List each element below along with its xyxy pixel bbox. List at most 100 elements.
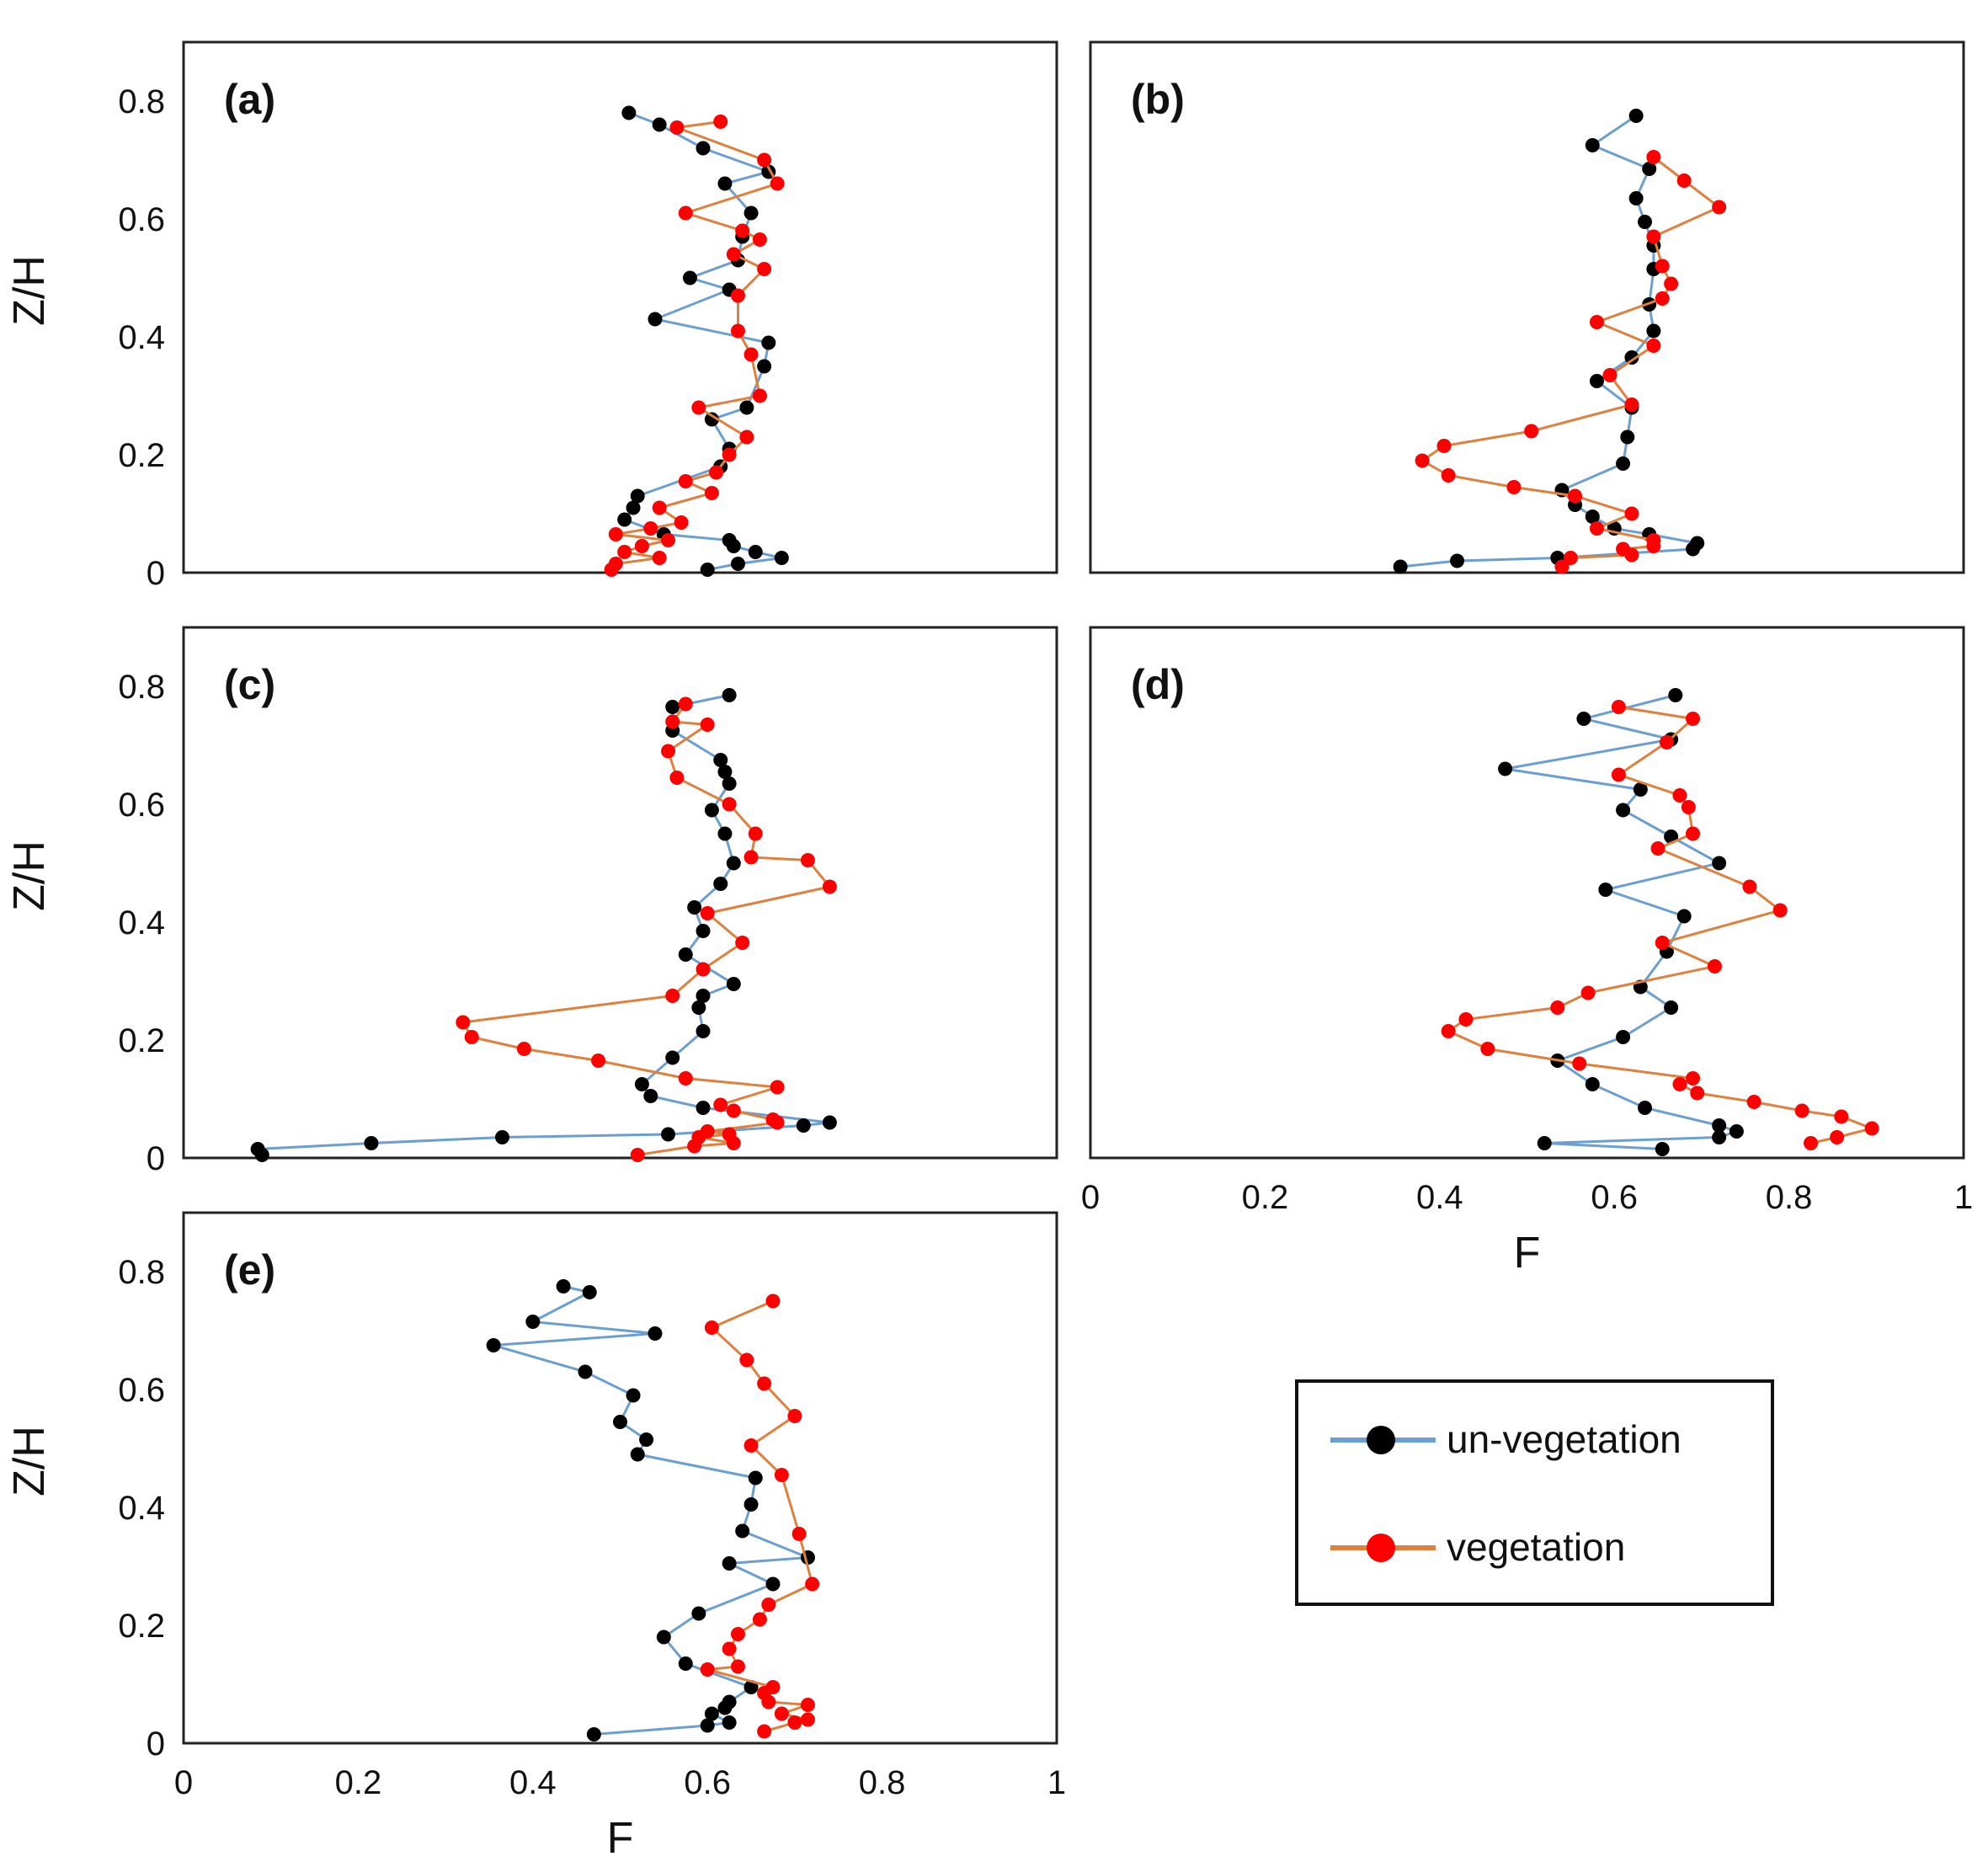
panel-c-veg-point-13: [665, 989, 680, 1003]
panel-a-unveg-point-18: [626, 500, 641, 515]
panel-c-unveg-point-23: [661, 1127, 676, 1142]
panel-d-veg-point-12: [1580, 985, 1596, 1000]
panel-a-unveg-point-17: [630, 488, 645, 504]
panel-a-veg-point-11: [744, 347, 759, 362]
panel-c-veg-point-2: [700, 717, 715, 732]
panel-c-veg-point-21: [726, 1103, 741, 1118]
panel-e-ytick-3: 0.6: [118, 1372, 165, 1409]
panel-b-veg-point-4: [1655, 259, 1670, 274]
panel-b-veg-point-11: [1524, 424, 1539, 439]
panels: (a) 0 0.2 0.4 0.6 0.8 Z/H (b) (c) 0 0.2 0.4 0.6 0.8 Z/…: [5, 40, 1973, 1863]
panel-c-unveg-point-14: [696, 989, 711, 1003]
panel-d-veg-point-15: [1441, 1024, 1456, 1038]
panel-d-unveg-point-4: [1633, 782, 1648, 797]
panel-c-veg-point-18: [678, 1071, 693, 1086]
panel-b-unveg-point-2: [1642, 162, 1657, 176]
panel-c-veg-point-20: [713, 1097, 728, 1112]
panel-c-ylabel: Z/H: [5, 840, 54, 911]
panel-e-label: (e): [224, 1246, 275, 1294]
panel-c-veg-point-10: [700, 906, 715, 920]
legend-veg-label: vegetation: [1447, 1525, 1625, 1569]
panel-e-ylabel: Z/H: [5, 1426, 54, 1496]
panel-a-veg-point-22: [608, 527, 623, 541]
panel-c-ytick-1: 0.2: [118, 1022, 165, 1059]
panel-e-unveg-point-8: [639, 1432, 654, 1447]
panel-e-ytick-1: 0.2: [118, 1608, 165, 1645]
panel-c-ytick-3: 0.6: [118, 787, 165, 824]
panel-e-veg-point-13: [730, 1659, 745, 1674]
panel-c-veg-point-16: [516, 1042, 531, 1056]
panel-a-veg-point-19: [652, 500, 667, 515]
panel-a-veg-point-2: [757, 152, 772, 168]
panel-c-unveg-point-10: [687, 900, 702, 915]
panel-b-veg-point-2: [1712, 200, 1727, 215]
panel-b-label: (b): [1131, 76, 1185, 123]
panel-d-unveg-point-19: [1712, 1130, 1727, 1144]
panel-e-veg-point-18: [800, 1698, 815, 1712]
panel-c-veg-point-27: [726, 1136, 741, 1150]
panel-b: (b): [1089, 40, 1965, 574]
panel-c-unveg-point-13: [726, 977, 741, 991]
panel-c-veg-point-3: [661, 744, 676, 759]
panel-b-unveg-point-1: [1585, 138, 1600, 152]
panel-d-unveg-point-15: [1585, 1077, 1600, 1091]
panel-c-unveg-point-16: [696, 1024, 711, 1038]
panel-b-veg-point-15: [1506, 480, 1522, 494]
panel-d-unveg-point-9: [1676, 909, 1692, 924]
panel-d-veg-point-9: [1772, 903, 1788, 918]
panel-d-xtick-2: 0.4: [1416, 1179, 1463, 1216]
panel-a-unveg-point-0: [621, 105, 637, 120]
panel-a-unveg-point-1: [652, 117, 667, 132]
panel-a-veg-point-24: [634, 539, 649, 553]
panel-a-unveg-point-2: [696, 141, 711, 156]
panel-d-unveg-point-1: [1576, 712, 1591, 726]
panel-a-unveg-point-11: [761, 335, 776, 350]
panel-b-veg-point-9: [1602, 368, 1618, 382]
panel-b-veg-point-0: [1646, 150, 1661, 164]
panel-b-veg-point-6: [1655, 291, 1670, 306]
panel-d-unveg-point-16: [1637, 1101, 1652, 1115]
panel-e-veg-point-6: [774, 1468, 789, 1482]
panel-e-veg-point-4: [787, 1409, 802, 1423]
panel-c-unveg-point-25: [364, 1136, 379, 1150]
panel-c-unveg-point-11: [696, 924, 711, 938]
panel-a-frame: [182, 40, 1058, 574]
panel-e-unveg-point-4: [486, 1338, 501, 1352]
panel-a-veg-point-17: [678, 474, 693, 488]
panel-c-veg-point-14: [456, 1015, 471, 1030]
panel-e-unveg-point-12: [735, 1523, 750, 1539]
panel-e-xtick-1: 0.2: [335, 1764, 382, 1801]
panel-e-ytick-4: 0.8: [118, 1254, 165, 1291]
panel-c-ytick-2: 0.4: [118, 904, 165, 942]
panel-d-veg-point-18: [1686, 1071, 1701, 1086]
panel-e-veg-point-0: [765, 1294, 781, 1309]
panel-d-veg-point-8: [1742, 879, 1757, 894]
panel-d-veg-point-10: [1655, 936, 1670, 950]
panel-e-xtick-4: 0.8: [859, 1764, 906, 1801]
panel-e-unveg-point-6: [626, 1388, 641, 1403]
panel-d-veg-point-1: [1686, 712, 1701, 726]
panel-d-veg-point-17: [1572, 1056, 1587, 1071]
panel-e-veg-point-2: [739, 1352, 754, 1368]
panel-e-unveg-point-9: [630, 1447, 645, 1462]
panel-b-unveg-point-16: [1585, 509, 1600, 524]
panel-b-unveg-point-4: [1637, 215, 1652, 229]
panel-d-veg-point-2: [1659, 735, 1674, 749]
panel-d-veg-point-11: [1707, 959, 1722, 974]
panel-e-unveg-point-0: [556, 1279, 571, 1294]
panel-c-unveg-point-0: [722, 688, 737, 702]
panel-a-veg-point-14: [739, 429, 754, 445]
panel-b-veg-point-8: [1646, 339, 1661, 353]
panel-e-veg-point-19: [774, 1706, 789, 1721]
panel-d-veg-point-20: [1690, 1086, 1705, 1101]
panel-a-veg-point-25: [617, 545, 632, 559]
panel-b-unveg-point-23: [1393, 559, 1408, 574]
panel-e-unveg-point-17: [656, 1630, 671, 1645]
panel-b-unveg-point-20: [1686, 541, 1701, 557]
panel-d-veg-point-14: [1458, 1012, 1474, 1027]
panel-e-unveg-point-3: [648, 1326, 663, 1341]
panel-a-ytick-1: 0.2: [118, 437, 165, 474]
panel-e-unveg-point-21: [717, 1700, 733, 1715]
panel-c-unveg-point-18: [634, 1077, 649, 1091]
